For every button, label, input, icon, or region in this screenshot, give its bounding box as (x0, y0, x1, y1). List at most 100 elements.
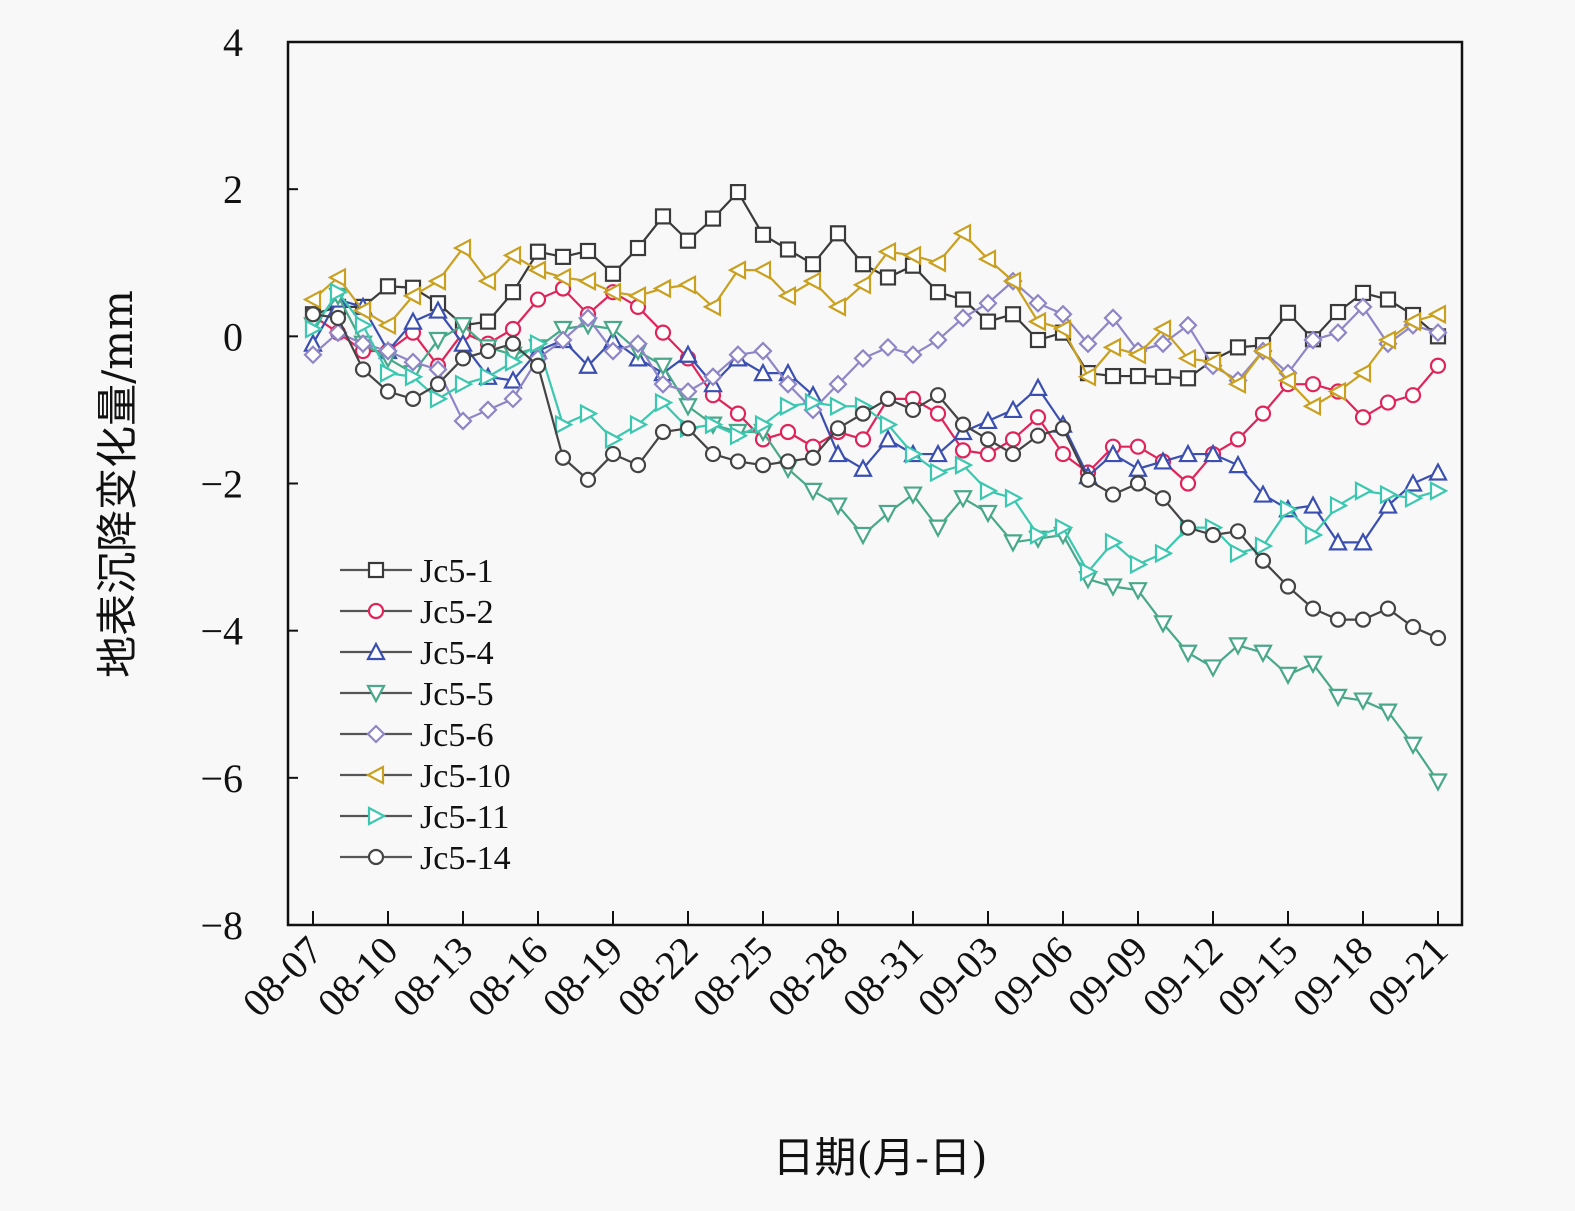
legend-label: Jc5-11 (420, 799, 509, 836)
data-point (754, 226, 772, 243)
data-point (653, 357, 673, 377)
data-point (854, 256, 872, 273)
data-point (1229, 431, 1247, 448)
legend-marker (367, 848, 385, 866)
data-point (1328, 532, 1348, 551)
data-point (1153, 615, 1173, 634)
series-line (312, 298, 1439, 544)
data-point (979, 431, 997, 448)
data-point (504, 320, 522, 338)
x-tick-label: 08-28 (759, 928, 857, 1026)
data-point (928, 443, 948, 463)
data-point (1104, 486, 1122, 503)
series-jc5-14 (304, 306, 1447, 647)
x-tick-label: 09-15 (1209, 928, 1307, 1026)
data-point (1353, 532, 1373, 551)
y-tick-label: −8 (200, 903, 243, 948)
data-point (1078, 334, 1098, 354)
data-point (729, 425, 749, 446)
data-point (478, 400, 498, 420)
data-point (1053, 304, 1073, 324)
data-point (977, 249, 997, 269)
data-point (1354, 611, 1372, 628)
data-point (877, 241, 897, 262)
data-point (1177, 348, 1197, 369)
data-point (1129, 438, 1147, 455)
data-point (1128, 582, 1148, 601)
data-point (453, 411, 473, 431)
data-point (1427, 304, 1447, 325)
data-point (1428, 323, 1448, 343)
data-point (403, 311, 423, 330)
data-point (928, 330, 948, 350)
data-point (903, 345, 923, 365)
legend-marker (366, 684, 386, 704)
x-tick-label: 08-22 (609, 928, 707, 1026)
legend-marker (367, 806, 387, 826)
data-point (552, 267, 572, 288)
data-point (1179, 519, 1197, 536)
series-jc5-2 (304, 280, 1447, 492)
x-tick-label: 09-21 (1359, 928, 1457, 1026)
data-point (1352, 363, 1372, 383)
data-point (1079, 471, 1097, 488)
data-point (1029, 525, 1049, 545)
data-point (1204, 526, 1222, 544)
data-point (504, 335, 522, 352)
data-point (1328, 688, 1348, 708)
legend-label: Jc5-2 (420, 594, 494, 631)
data-point (1379, 394, 1397, 411)
data-point (779, 423, 797, 441)
series-line (312, 293, 1439, 783)
series-line (312, 279, 1439, 423)
data-point (1303, 495, 1323, 514)
data-point (1403, 736, 1423, 756)
data-point (677, 274, 697, 295)
data-point (753, 362, 773, 382)
data-point (1254, 536, 1274, 556)
data-point (1154, 368, 1172, 385)
x-tick-label: 09-03 (909, 928, 1007, 1026)
data-point (1378, 495, 1398, 514)
data-point (403, 352, 423, 372)
x-tick-label: 08-16 (459, 928, 557, 1026)
data-point (1328, 323, 1348, 343)
data-point (427, 271, 447, 291)
series-line (312, 313, 1439, 640)
legend-item: Jc5-11 (340, 799, 509, 836)
data-point (779, 453, 797, 470)
y-tick-label: 4 (223, 20, 243, 65)
data-point (629, 239, 647, 257)
data-point (902, 245, 922, 266)
data-point (1253, 484, 1273, 503)
data-point (829, 225, 847, 242)
data-point (678, 398, 698, 417)
data-point (1353, 297, 1373, 317)
data-point (753, 341, 773, 361)
data-point (804, 256, 822, 273)
data-point (854, 405, 872, 422)
data-point (879, 414, 899, 435)
data-point (628, 334, 648, 354)
data-point (1028, 377, 1048, 396)
data-point (1129, 367, 1147, 385)
data-point (377, 315, 397, 336)
legend-item: Jc5-6 (340, 717, 494, 754)
data-point (1152, 319, 1172, 339)
y-tick-label: 0 (223, 314, 243, 359)
data-point (1154, 543, 1174, 564)
data-point (1404, 488, 1424, 509)
data-point (879, 390, 897, 407)
data-point (529, 333, 549, 354)
data-point (629, 457, 647, 474)
data-point (604, 429, 624, 450)
data-point (828, 374, 848, 394)
data-point (378, 341, 398, 361)
data-point (702, 297, 722, 317)
data-point (752, 260, 772, 280)
data-point (479, 366, 499, 387)
series-jc5-11 (304, 282, 1449, 582)
data-point (1154, 490, 1172, 507)
data-point (929, 405, 947, 422)
data-point (1029, 427, 1047, 444)
